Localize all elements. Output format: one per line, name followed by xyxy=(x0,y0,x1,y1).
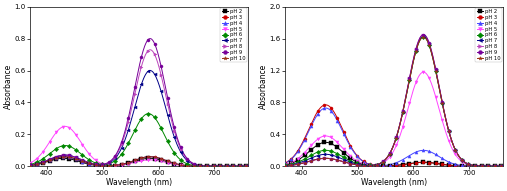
X-axis label: Wavelength (nm): Wavelength (nm) xyxy=(361,178,427,187)
Y-axis label: Absorbance: Absorbance xyxy=(259,64,268,109)
Y-axis label: Absorbance: Absorbance xyxy=(4,64,13,109)
Legend: pH 2, pH 3, pH 4, pH 5, pH 6, pH 7, pH 8, pH 9, pH 10: pH 2, pH 3, pH 4, pH 5, pH 6, pH 7, pH 8… xyxy=(475,8,502,62)
X-axis label: Wavelength (nm): Wavelength (nm) xyxy=(106,178,172,187)
Legend: pH 2, pH 3, pH 4, pH 5, pH 6, pH 7, pH 8, pH 9, pH 10: pH 2, pH 3, pH 4, pH 5, pH 6, pH 7, pH 8… xyxy=(220,8,247,62)
